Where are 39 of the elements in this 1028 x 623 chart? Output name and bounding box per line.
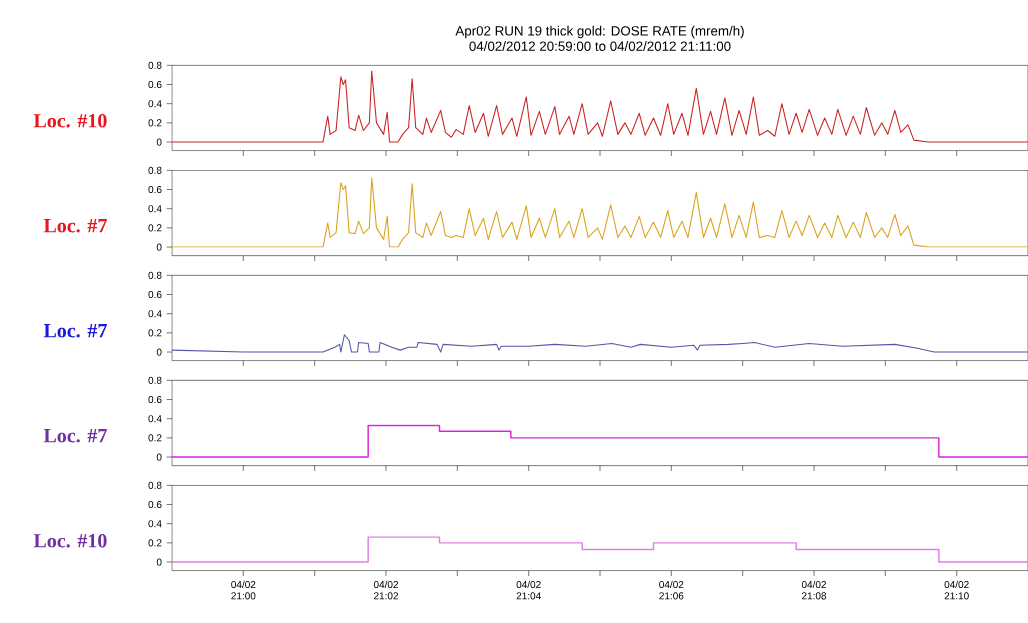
- y-tick-label: 0.2: [148, 434, 162, 442]
- y-tick-label: 0.2: [148, 224, 162, 232]
- y-tick-label: 0.8: [148, 166, 162, 174]
- x-tick-label: 04/02 21:02: [373, 580, 399, 600]
- y-tick-label: 0.8: [148, 61, 162, 69]
- y-tick-label: 0: [156, 348, 162, 356]
- y-axis-title: Loc. #7: [43, 323, 107, 338]
- x-tick-label: 04/02 21:06: [659, 580, 684, 600]
- y-tick-label: 0.2: [148, 329, 162, 337]
- x-tick-label: 04/02 21:08: [801, 580, 827, 600]
- y-tick-label: 0.8: [148, 271, 162, 279]
- y-tick-label: 0.4: [148, 519, 162, 528]
- x-tick-label: 04/02 21:00: [231, 580, 256, 600]
- y-tick-label: 0: [156, 558, 162, 566]
- chart-title: Apr02 RUN 19 thick gold: DOSE RATE (mrem/h): [455, 25, 744, 39]
- y-tick-label: 0: [156, 138, 162, 146]
- y-tick-label: 0.4: [148, 414, 162, 423]
- y-tick-label: 0.8: [148, 376, 162, 384]
- y-tick-label: 0.6: [148, 395, 162, 403]
- y-tick-label: 0.6: [148, 185, 162, 193]
- y-tick-label: 0.6: [148, 80, 162, 88]
- y-tick-label: 0.2: [148, 539, 162, 547]
- y-tick-label: 0: [156, 243, 162, 251]
- y-axis-title: Loc. #10: [33, 533, 107, 548]
- y-tick-label: 0.8: [148, 481, 162, 489]
- chart-subtitle: 04/02/2012 20:59:00 to 04/02/2012 21:11:00: [469, 40, 731, 51]
- y-tick-label: 0: [156, 453, 162, 461]
- y-tick-label: 0.4: [148, 309, 162, 318]
- x-tick-label: 04/02 21:10: [944, 580, 969, 600]
- y-axis-title: Loc. #7: [43, 428, 107, 443]
- y-tick-label: 0.6: [148, 500, 162, 508]
- line-series: [172, 334, 1028, 353]
- y-tick-label: 0.4: [148, 204, 162, 213]
- x-tick-label: 04/02 21:04: [516, 580, 541, 600]
- y-tick-label: 0.4: [148, 99, 162, 108]
- y-tick-label: 0.6: [148, 290, 162, 298]
- y-axis-title: Loc. #10: [33, 113, 107, 128]
- y-tick-label: 0.2: [148, 119, 162, 127]
- y-axis-title: Loc. #7: [43, 218, 107, 233]
